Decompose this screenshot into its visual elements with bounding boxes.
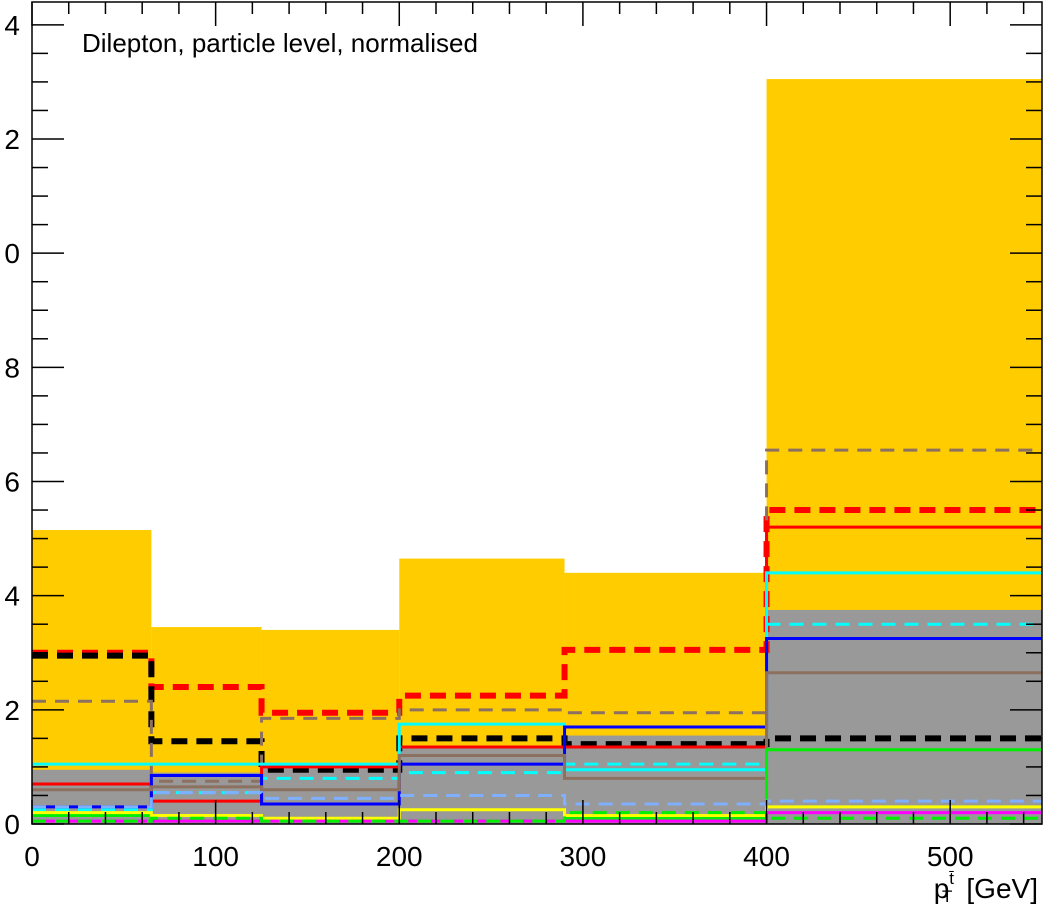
- x-axis-title-base: p: [934, 873, 950, 904]
- x-axis-title-unit: [GeV]: [966, 873, 1038, 904]
- x-tick-label: 200: [376, 841, 423, 872]
- y-tick-label: 4: [4, 10, 20, 41]
- band-stat-bar: [399, 746, 565, 824]
- chart-annotation: Dilepton, particle level, normalised: [82, 28, 478, 58]
- y-tick-label: 2: [4, 695, 20, 726]
- x-tick-label: 0: [24, 841, 40, 872]
- x-axis-title: pt̄ T [GeV]: [934, 869, 1038, 906]
- band-stat-bar: [261, 766, 400, 824]
- x-axis-title-sup: t̄: [948, 869, 954, 888]
- x-tick-label: 400: [743, 841, 790, 872]
- plot-frame: [31, 1, 1043, 825]
- band-stat-bar: [766, 609, 1042, 824]
- y-tick-label: 0: [4, 809, 20, 840]
- y-tick-label: 6: [4, 467, 20, 498]
- x-axis-title-sub: T: [942, 887, 952, 906]
- y-tick-label: 8: [4, 352, 20, 383]
- y-tick-label: 0: [4, 238, 20, 269]
- x-tick-label: 500: [927, 841, 974, 872]
- x-tick-label: 100: [192, 841, 239, 872]
- axes: 0 100 200 300 400 500 0 2 4 6 8 0 2 4: [4, 1, 1043, 872]
- y-tick-label: 2: [4, 124, 20, 155]
- x-tick-label: 300: [560, 841, 607, 872]
- y-tick-label: 4: [4, 581, 20, 612]
